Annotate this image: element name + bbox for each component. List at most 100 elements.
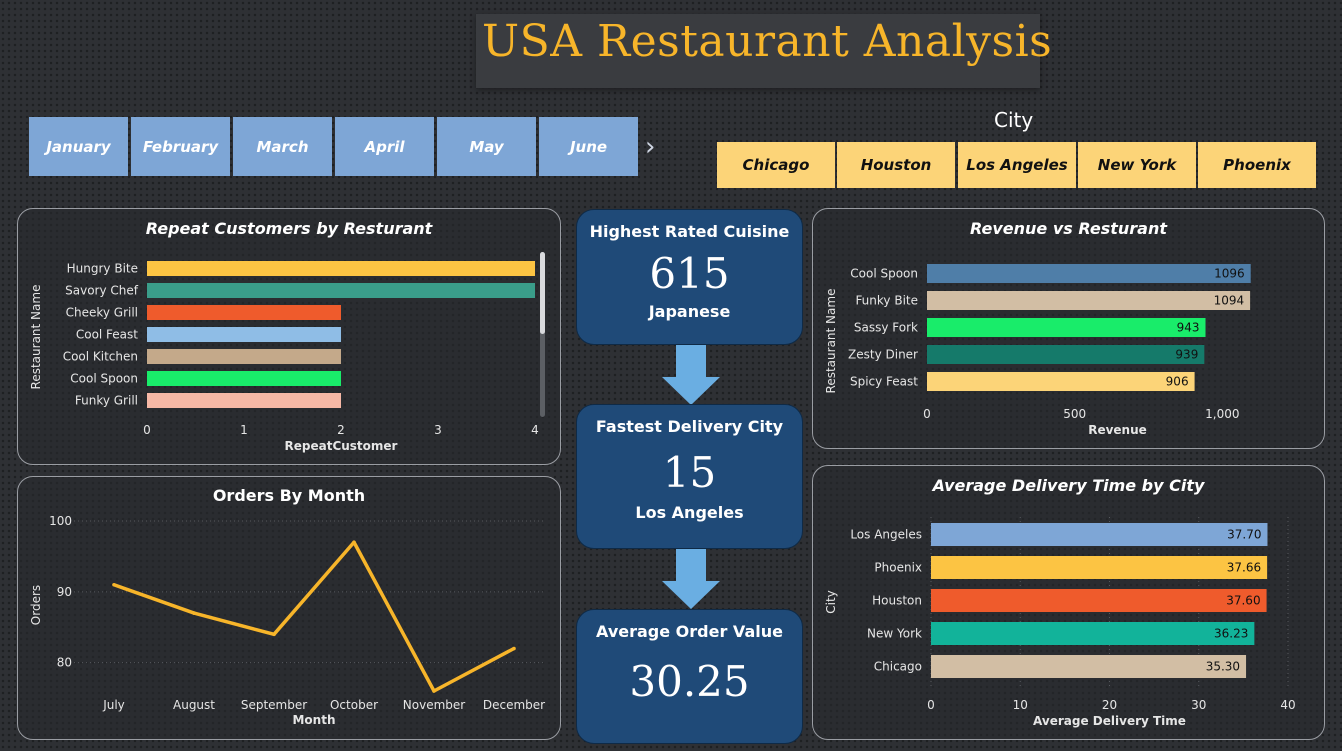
bar-los-angeles xyxy=(931,523,1268,546)
x-tick-label: October xyxy=(330,698,378,712)
x-tick-label: 500 xyxy=(1063,407,1086,421)
kpi-highest-rated-cuisine: Highest Rated Cuisine 615 Japanese xyxy=(576,209,803,345)
repeat-customers-chart: Hungry Bite Savory Chef Cheeky Grill Cool F… xyxy=(29,261,539,453)
data-label: 939 xyxy=(1175,348,1198,362)
x-axis-label: Month xyxy=(292,713,335,727)
kpi-fastest-delivery-city: Fastest Delivery City 15 Los Angeles xyxy=(576,404,803,549)
x-tick-label: 2 xyxy=(337,423,345,437)
category-label: Hungry Bite xyxy=(67,262,138,276)
category-label: Chicago xyxy=(874,660,922,674)
category-label: Spicy Feast xyxy=(850,375,918,389)
data-label: 37.66 xyxy=(1227,561,1261,575)
bar-cheeky-grill xyxy=(147,305,341,320)
x-tick-label: 3 xyxy=(434,423,442,437)
scrollbar-track[interactable] xyxy=(540,252,545,417)
bar-funky-grill xyxy=(147,393,341,408)
bar-hungry-bite xyxy=(147,261,535,276)
point-december xyxy=(512,646,516,651)
scrollbar-thumb[interactable] xyxy=(540,252,545,334)
bar-cool-feast xyxy=(147,327,341,342)
category-label: Cool Feast xyxy=(76,328,138,342)
bar-zesty-diner xyxy=(927,345,1205,364)
category-label: Phoenix xyxy=(874,561,922,575)
kpi-delivery-title: Fastest Delivery City xyxy=(595,417,784,436)
category-label: Cool Kitchen xyxy=(63,350,138,364)
data-label: 37.60 xyxy=(1226,594,1260,608)
x-tick-label: 1 xyxy=(240,423,248,437)
city-los-angeles-button[interactable]: Los Angeles xyxy=(958,142,1076,188)
bar-sassy-fork xyxy=(927,318,1206,337)
x-tick-label: 30 xyxy=(1191,698,1206,712)
bar-spicy-feast xyxy=(927,372,1195,391)
revenue-panel: Revenue vs Resturant Cool Spoon 1096 Funky… xyxy=(812,208,1325,449)
data-label: 37.70 xyxy=(1227,528,1261,542)
x-tick-label: December xyxy=(483,698,545,712)
bar-cool-spoon xyxy=(147,371,341,386)
data-label: 1094 xyxy=(1214,294,1245,308)
city-new-york-button[interactable]: New York xyxy=(1078,142,1196,188)
revenue-chart-title: Revenue vs Resturant xyxy=(969,219,1168,238)
x-tick-label: 0 xyxy=(927,698,935,712)
delivery-chart-title: Average Delivery Time by City xyxy=(932,476,1205,495)
x-tick-label: August xyxy=(173,698,215,712)
y-tick-label: 100 xyxy=(49,514,72,528)
category-label: Cool Spoon xyxy=(850,267,918,281)
category-label: Savory Chef xyxy=(65,284,139,298)
y-axis-label: Restaurant Name xyxy=(29,285,43,390)
x-tick-label: 0 xyxy=(143,423,151,437)
x-tick-label: September xyxy=(241,698,307,712)
month-march-button[interactable]: March xyxy=(233,117,332,176)
city-phoenix-button[interactable]: Phoenix xyxy=(1198,142,1316,188)
x-tick-label: 0 xyxy=(923,407,931,421)
city-houston-button[interactable]: Houston xyxy=(837,142,955,188)
x-tick-label: July xyxy=(102,698,125,712)
city-chicago-button[interactable]: Chicago xyxy=(717,142,835,188)
bar-houston xyxy=(931,589,1267,612)
kpi-cuisine-sub: Japanese xyxy=(648,302,731,321)
month-february-button[interactable]: February xyxy=(131,117,230,176)
x-tick-label: 1,000 xyxy=(1205,407,1239,421)
x-tick-label: 40 xyxy=(1280,698,1295,712)
point-october xyxy=(352,540,356,545)
repeat-chart-title: Repeat Customers by Resturant xyxy=(145,219,433,238)
category-label: Houston xyxy=(872,594,922,608)
orders-by-month-panel: Orders By Month 80 90 100 July August Septemb… xyxy=(17,476,561,740)
data-label: 36.23 xyxy=(1214,627,1248,641)
chevron-right-icon[interactable]: › xyxy=(645,132,656,162)
kpi-cuisine-value: 615 xyxy=(649,249,730,298)
point-september xyxy=(272,632,276,637)
month-april-button[interactable]: April xyxy=(335,117,434,176)
kpi-order-value: 30.25 xyxy=(629,657,750,706)
x-tick-label: 4 xyxy=(531,423,539,437)
kpi-cuisine-title: Highest Rated Cuisine xyxy=(589,222,790,241)
arrow-down-icon xyxy=(662,549,720,609)
category-label: Zesty Diner xyxy=(848,348,918,362)
kpi-order-title: Average Order Value xyxy=(596,622,783,641)
category-label: Los Angeles xyxy=(850,528,922,542)
category-label: Funky Grill xyxy=(75,394,138,408)
arrow-down-icon xyxy=(662,345,720,405)
kpi-average-order-value: Average Order Value 30.25 xyxy=(576,609,803,744)
data-label: 906 xyxy=(1166,375,1189,389)
title-banner xyxy=(476,14,1040,88)
city-slicer-title: City xyxy=(994,108,1034,132)
y-tick-label: 80 xyxy=(57,656,72,670)
y-axis-label: City xyxy=(824,590,838,614)
bar-chicago xyxy=(931,655,1247,678)
category-label: Cheeky Grill xyxy=(66,306,138,320)
delivery-time-panel: Average Delivery Time by City Los Angele… xyxy=(812,465,1325,740)
delivery-time-chart: Los Angeles 37.70 Phoenix 37.66 Houston 37.60… xyxy=(824,517,1296,728)
line-orders xyxy=(113,540,515,693)
x-tick-label: 20 xyxy=(1102,698,1117,712)
y-tick-label: 90 xyxy=(57,585,72,599)
data-label: 35.30 xyxy=(1206,660,1240,674)
category-label: Cool Spoon xyxy=(70,372,138,386)
month-june-button[interactable]: June xyxy=(539,117,638,176)
month-may-button[interactable]: May xyxy=(437,117,536,176)
bar-cool-kitchen xyxy=(147,349,341,364)
month-january-button[interactable]: January xyxy=(29,117,128,176)
bar-new-york xyxy=(931,622,1255,645)
y-axis-label: Restaurant Name xyxy=(824,289,838,394)
x-tick-label: November xyxy=(403,698,465,712)
y-axis-label: Orders xyxy=(29,585,43,625)
